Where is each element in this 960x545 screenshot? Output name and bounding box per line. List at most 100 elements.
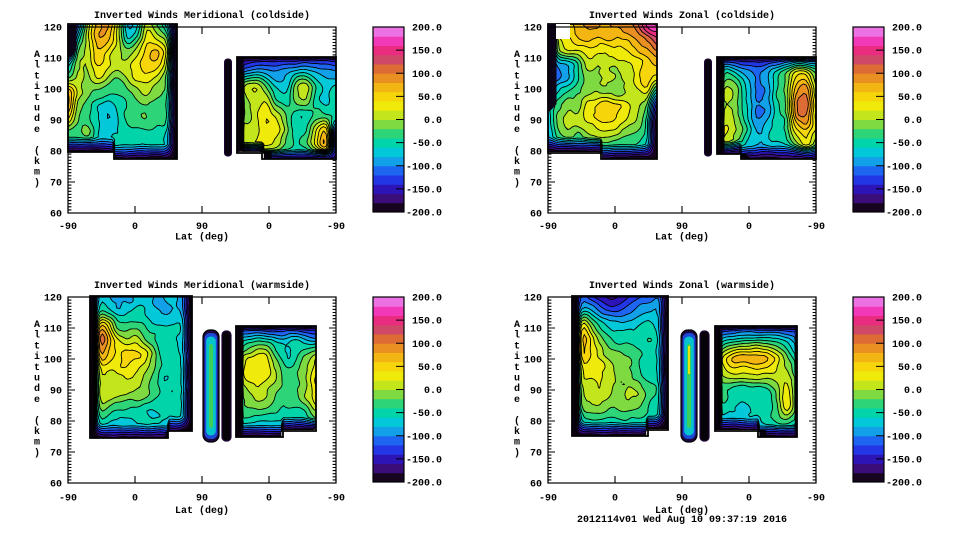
svg-text:i: i — [514, 81, 520, 93]
svg-text:m: m — [34, 438, 40, 449]
svg-text:150.0: 150.0 — [412, 317, 442, 328]
svg-text:(: ( — [34, 415, 40, 427]
svg-text:120: 120 — [44, 24, 62, 35]
svg-text:): ) — [514, 447, 520, 459]
svg-text:90: 90 — [676, 222, 688, 233]
svg-text:-90: -90 — [59, 494, 77, 505]
svg-text:d: d — [34, 113, 40, 125]
svg-text:d: d — [514, 383, 520, 395]
svg-text:A: A — [34, 50, 40, 61]
svg-text:u: u — [34, 374, 40, 385]
svg-text:200.0: 200.0 — [892, 24, 922, 35]
svg-text:k: k — [514, 156, 520, 168]
svg-text:110: 110 — [44, 325, 62, 336]
svg-text:(: ( — [34, 145, 40, 157]
svg-text:t: t — [34, 341, 40, 352]
svg-text:-100.0: -100.0 — [406, 432, 442, 443]
svg-text:150.0: 150.0 — [892, 47, 922, 58]
svg-text:e: e — [514, 125, 520, 136]
svg-text:): ) — [34, 447, 40, 459]
svg-text:-100.0: -100.0 — [886, 432, 922, 443]
svg-text:120: 120 — [524, 294, 542, 305]
svg-text:t: t — [514, 71, 520, 82]
svg-text:150.0: 150.0 — [892, 317, 922, 328]
svg-text:m: m — [34, 168, 40, 179]
svg-text:60: 60 — [50, 210, 62, 221]
svg-text:50.0: 50.0 — [418, 93, 442, 104]
svg-text:l: l — [34, 330, 40, 342]
svg-text:k: k — [514, 426, 520, 438]
svg-text:e: e — [34, 395, 40, 406]
svg-text:0: 0 — [612, 494, 618, 505]
svg-text:u: u — [34, 104, 40, 115]
svg-text:-50.0: -50.0 — [412, 409, 442, 420]
svg-text:-150.0: -150.0 — [886, 185, 922, 196]
svg-text:-100.0: -100.0 — [406, 162, 442, 173]
svg-text:t: t — [34, 363, 40, 374]
svg-text:0.0: 0.0 — [424, 116, 442, 127]
svg-text:70: 70 — [50, 449, 62, 460]
svg-text:200.0: 200.0 — [412, 24, 442, 35]
svg-text:): ) — [34, 177, 40, 189]
svg-text:-150.0: -150.0 — [406, 455, 442, 466]
svg-text:0: 0 — [132, 222, 138, 233]
svg-text:100.0: 100.0 — [412, 340, 442, 351]
svg-text:Inverted Winds Meridional (col: Inverted Winds Meridional (coldside) — [94, 10, 310, 22]
svg-text:110: 110 — [44, 55, 62, 66]
svg-text:t: t — [34, 93, 40, 104]
svg-text:110: 110 — [524, 325, 542, 336]
svg-text:0: 0 — [746, 222, 752, 233]
svg-text:-90: -90 — [539, 494, 557, 505]
svg-text:70: 70 — [50, 179, 62, 190]
svg-text:-50.0: -50.0 — [412, 139, 442, 150]
svg-text:l: l — [514, 60, 520, 72]
svg-text:i: i — [34, 81, 40, 93]
svg-text:100: 100 — [524, 356, 542, 367]
svg-text:m: m — [514, 168, 520, 179]
svg-text:t: t — [514, 93, 520, 104]
svg-text:0: 0 — [746, 494, 752, 505]
svg-text:A: A — [514, 50, 520, 61]
svg-text:i: i — [514, 351, 520, 363]
svg-text:-100.0: -100.0 — [886, 162, 922, 173]
svg-text:-90: -90 — [807, 222, 825, 233]
svg-text:0.0: 0.0 — [904, 386, 922, 397]
svg-text:u: u — [514, 104, 520, 115]
svg-text:150.0: 150.0 — [412, 47, 442, 58]
svg-text:-90: -90 — [539, 222, 557, 233]
svg-text:70: 70 — [530, 449, 542, 460]
svg-text:e: e — [514, 395, 520, 406]
svg-text:110: 110 — [524, 55, 542, 66]
svg-text:i: i — [34, 351, 40, 363]
svg-text:-90: -90 — [327, 494, 345, 505]
svg-text:0: 0 — [266, 222, 272, 233]
svg-text:120: 120 — [524, 24, 542, 35]
svg-text:50.0: 50.0 — [418, 363, 442, 374]
svg-text:100.0: 100.0 — [892, 70, 922, 81]
svg-text:Lat (deg): Lat (deg) — [655, 232, 709, 244]
svg-text:A: A — [34, 320, 40, 331]
svg-text:-200.0: -200.0 — [886, 479, 922, 490]
svg-text:80: 80 — [530, 148, 542, 159]
svg-text:90: 90 — [530, 387, 542, 398]
svg-text:-50.0: -50.0 — [892, 409, 922, 420]
svg-text:-150.0: -150.0 — [406, 185, 442, 196]
svg-text:80: 80 — [530, 418, 542, 429]
svg-text:200.0: 200.0 — [892, 294, 922, 305]
svg-text:80: 80 — [50, 148, 62, 159]
svg-text:90: 90 — [676, 494, 688, 505]
svg-text:-50.0: -50.0 — [892, 139, 922, 150]
svg-text:-200.0: -200.0 — [406, 209, 442, 220]
svg-text:60: 60 — [530, 480, 542, 491]
svg-text:u: u — [514, 374, 520, 385]
svg-text:(: ( — [514, 145, 520, 157]
svg-text:60: 60 — [530, 210, 542, 221]
svg-text:A: A — [514, 320, 520, 331]
svg-text:l: l — [34, 60, 40, 72]
svg-text:100: 100 — [524, 86, 542, 97]
svg-text:-90: -90 — [807, 494, 825, 505]
svg-text:0: 0 — [132, 494, 138, 505]
svg-text:Inverted Winds Zonal (coldside: Inverted Winds Zonal (coldside) — [589, 10, 775, 22]
svg-text:90: 90 — [196, 494, 208, 505]
svg-text:2012114v01 Wed Aug 10 09:37:19: 2012114v01 Wed Aug 10 09:37:19 2016 — [577, 514, 787, 526]
